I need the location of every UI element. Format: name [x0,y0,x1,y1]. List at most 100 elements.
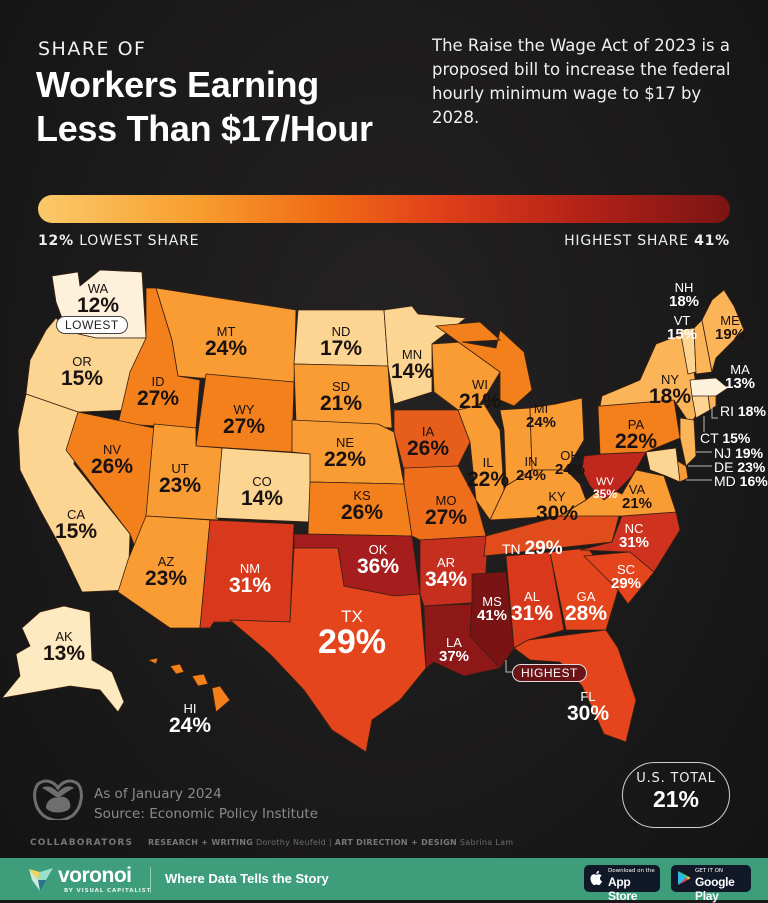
label-AL: AL 31% [510,589,554,625]
label-NH: NH 18% [668,280,700,310]
label-MT: MT 24% [204,324,248,360]
label-CA: CA 15% [54,507,98,543]
label-DE: DE 23% [714,459,766,475]
state-NC[interactable] [579,511,681,573]
label-LA: LA 37% [438,635,470,665]
label-VT: VT 15% [666,313,698,343]
state-AL[interactable] [505,551,565,649]
label-MA: MA 13% [724,362,756,392]
state-AR[interactable] [419,535,489,607]
label-FL: FL 30% [566,689,610,725]
google-play-icon [678,871,691,885]
state-MA[interactable] [689,377,729,397]
label-NY: NY 18% [648,372,692,408]
label-ID: ID 27% [136,374,180,410]
state-FL[interactable] [513,629,637,743]
legend-high-label: HIGHEST SHARE [564,233,689,249]
us-total-label: U.S. TOTAL [636,771,716,786]
page-title: Workers Earning Less Than $17/Hour [36,63,373,151]
lowest-badge: LOWEST [56,316,128,334]
state-HI-4[interactable] [211,685,231,713]
brand-name[interactable]: voronoi [58,864,132,887]
app-store-button[interactable]: Download on the App Store [584,865,660,903]
google-play-button[interactable]: GET IT ON Google Play [671,865,751,903]
label-SD: SD 21% [319,379,363,415]
label-WV: WV 35% [592,476,618,501]
design-name: Sabrina Lam [459,838,514,847]
legend-low-value: 12% [38,233,74,249]
label-OK: OK 36% [356,542,400,578]
state-SD[interactable] [293,363,393,429]
state-MT[interactable] [155,287,297,383]
label-GA: GA 28% [564,589,608,625]
color-scale-bar [38,195,730,223]
highest-badge: HIGHEST [512,664,587,682]
state-ME[interactable] [701,289,745,373]
collaborators: COLLABORATORS RESEARCH + WRITING Dorothy… [30,838,513,848]
us-total-badge: U.S. TOTAL 21% [622,762,730,828]
label-WY: WY 27% [222,402,266,438]
label-MN: MN 14% [390,347,434,383]
collaborators-heading: COLLABORATORS [30,838,134,848]
label-ND: ND 17% [319,324,363,360]
label-KS: KS 26% [340,488,384,524]
footer-divider [150,867,151,893]
label-CO: CO 14% [240,474,284,510]
state-SC[interactable] [583,551,655,605]
legend-high: HIGHEST SHARE 41% [564,233,730,249]
leader-lines [505,404,718,673]
label-KY: KY 30% [535,489,579,525]
state-TX[interactable] [228,547,427,753]
label-WA: WA 12% [76,281,120,317]
state-AK[interactable] [1,605,125,713]
footer-bar: voronoi BY VISUAL CAPITALIST Where Data … [0,858,768,903]
label-RI: RI 18% [720,403,766,419]
state-NJ[interactable] [679,417,697,467]
state-HI-2[interactable] [169,663,185,675]
legend-low: 12% LOWEST SHARE [38,233,199,249]
app-store-big-text: App Store [608,875,638,903]
label-HI: HI 24% [168,701,212,737]
label-UT: UT 23% [158,461,202,497]
state-MI[interactable] [434,321,533,407]
label-PA: PA 22% [614,417,658,453]
label-IN: IN 24% [515,454,547,484]
label-CT: CT 15% [700,430,751,446]
app-store-small-text: Download on the [608,868,655,874]
label-MS: MS 41% [476,594,508,624]
label-VA: VA 21% [621,482,653,512]
label-OR: OR 15% [60,354,104,390]
google-play-small-text: GET IT ON [695,868,724,874]
google-play-big-text: Google Play [695,875,735,903]
source-text: Source: Economic Policy Institute [94,806,319,822]
research-label: RESEARCH + WRITING [148,838,254,847]
state-MD[interactable] [645,447,681,483]
label-SC: SC 29% [610,562,642,592]
label-NE: NE 22% [323,435,367,471]
legend-low-label: LOWEST SHARE [79,233,200,249]
label-IL: IL 22% [466,455,510,491]
design-label: ART DIRECTION + DESIGN [334,838,458,847]
label-NV: NV 26% [90,442,134,478]
separator: | [328,838,335,847]
label-ME: ME 19% [714,313,746,343]
state-HI-1[interactable] [146,657,159,665]
state-NM[interactable] [199,519,295,629]
visual-capitalist-mark-icon [33,779,83,820]
title-line-2: Less Than $17/Hour [36,108,373,149]
description: The Raise the Wage Act of 2023 is a prop… [432,36,731,127]
state-TN[interactable] [483,511,621,557]
apple-icon [590,870,602,886]
label-NJ: NJ 19% [714,445,764,461]
state-MS[interactable] [469,571,515,669]
source-block: As of January 2024 Source: Economic Poli… [94,784,318,824]
label-MO: MO 27% [424,493,468,529]
us-total-value: 21% [652,786,700,812]
voronoi-logo-icon[interactable] [28,866,54,892]
label-IA: IA 26% [406,424,450,460]
tagline: Where Data Tells the Story [165,871,329,886]
title-line-1: Workers Earning [36,64,319,105]
label-AR: AR 34% [424,555,468,591]
state-HI-3[interactable] [191,673,209,687]
